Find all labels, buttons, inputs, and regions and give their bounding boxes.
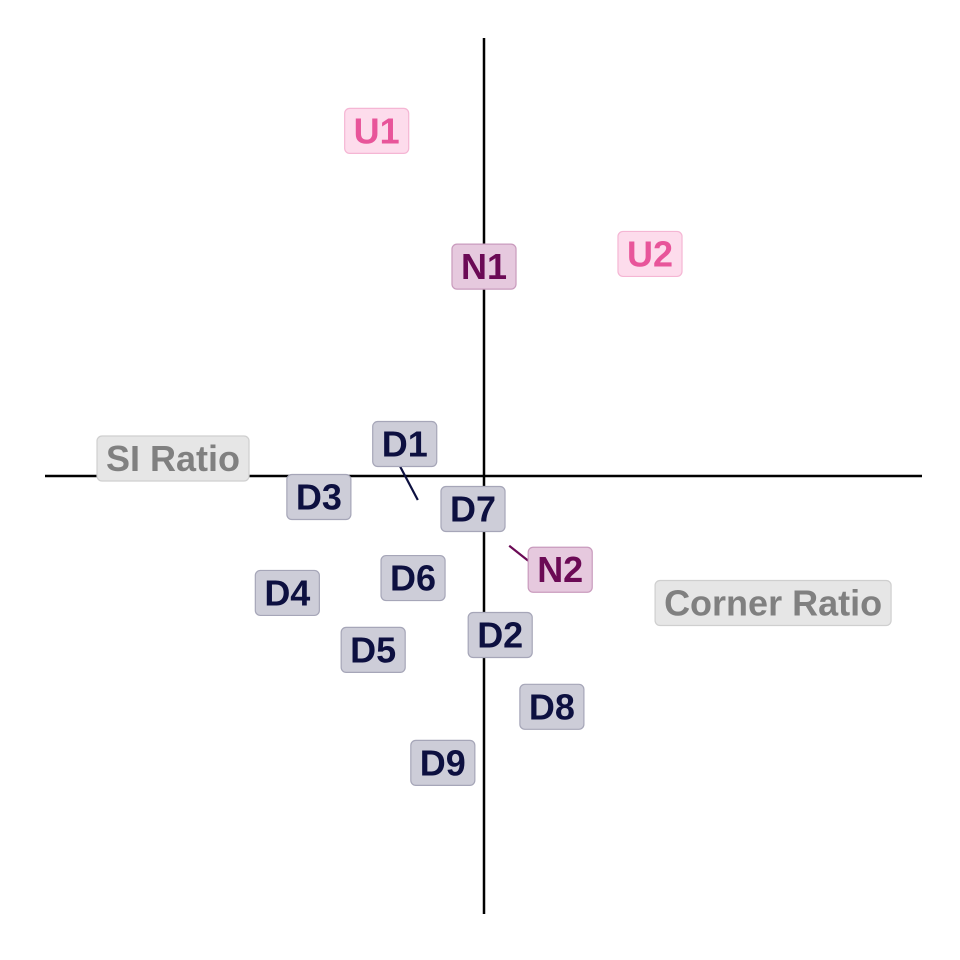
axis-variable-label-1: Corner Ratio (654, 579, 892, 627)
point-label-n1-text: N1 (461, 246, 507, 287)
axis-labels: SI Ratio Corner Ratio (96, 435, 892, 627)
point-label-d9: D9 (410, 739, 476, 786)
point-label-u2: U2 (617, 230, 683, 278)
point-label-n1-box (451, 243, 517, 290)
point-label-d5-box (340, 626, 406, 673)
point-labels: U1 U2 N1 N2 D1 D2 D3 D4 D5 D6 D7 D8 D9 (254, 107, 683, 786)
point-label-d8: D8 (519, 683, 585, 730)
leader-line-n2 (508, 544, 529, 562)
point-label-d6-text: D6 (390, 558, 436, 599)
point-label-d5: D5 (340, 626, 406, 673)
point-label-u1-text: U1 (354, 110, 400, 151)
point-label-n2-text: N2 (537, 549, 583, 590)
point-label-d7: D7 (440, 485, 506, 533)
point-label-d7-text: D7 (450, 489, 496, 530)
point-label-d8-text: D8 (529, 686, 575, 727)
axis-variable-label-0: SI Ratio (96, 435, 250, 482)
point-label-d2-text: D2 (477, 614, 523, 655)
point-label-d3-text: D3 (296, 477, 342, 518)
axis-variable-label-0-text: SI Ratio (106, 438, 240, 479)
leader-line-d7 (397, 463, 419, 501)
point-label-u1-box (344, 107, 410, 154)
point-label-u2-box (617, 230, 683, 278)
point-label-d1-box (372, 420, 438, 468)
point-label-d8-box (519, 683, 585, 730)
point-label-u1: U1 (344, 107, 410, 154)
point-label-d6-box (380, 554, 446, 602)
point-label-d4: D4 (254, 569, 320, 617)
point-label-n1: N1 (451, 243, 517, 290)
axis-variable-label-1-box (654, 579, 892, 627)
point-label-u2-text: U2 (627, 233, 673, 274)
point-label-d2-box (467, 611, 533, 659)
leader-lines (397, 463, 529, 562)
point-label-d5-text: D5 (350, 629, 396, 670)
point-label-d1-text: D1 (382, 424, 428, 465)
point-label-n2-box (527, 546, 593, 593)
axis-variable-label-0-box (96, 435, 250, 482)
point-label-d9-text: D9 (420, 742, 466, 783)
point-label-n2: N2 (527, 546, 593, 593)
point-label-d2: D2 (467, 611, 533, 659)
point-label-d7-box (440, 485, 506, 533)
point-label-d9-box (410, 739, 476, 786)
point-label-d6: D6 (380, 554, 446, 602)
point-label-d3-box (286, 473, 352, 521)
point-label-d4-box (254, 569, 320, 617)
point-label-d4-text: D4 (264, 572, 310, 613)
point-label-d1: D1 (372, 420, 438, 468)
axis-variable-label-1-text: Corner Ratio (664, 583, 882, 624)
point-label-d3: D3 (286, 473, 352, 521)
